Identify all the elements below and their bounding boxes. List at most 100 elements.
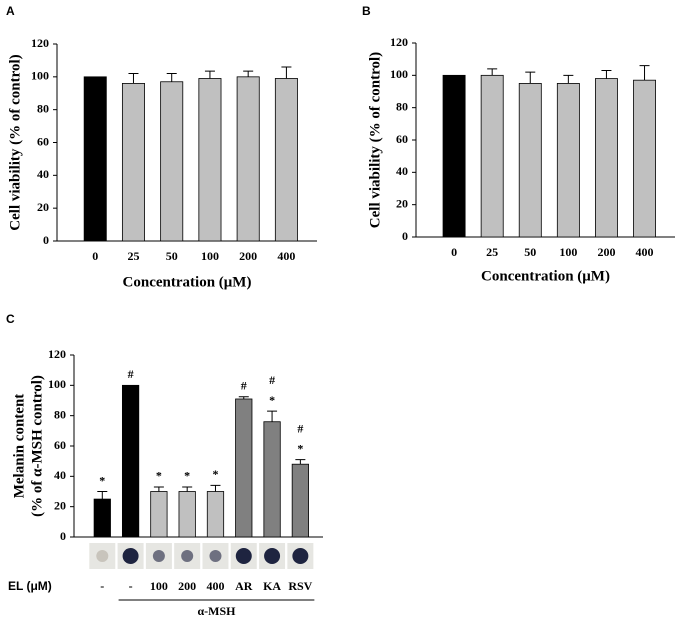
significance-marker: # bbox=[297, 421, 303, 435]
y-tick-label: 0 bbox=[43, 233, 49, 247]
error-bar bbox=[601, 69, 612, 79]
y-tick-label: 60 bbox=[54, 438, 66, 452]
y-tick-label: 100 bbox=[390, 67, 408, 81]
x-tick-label: 100 bbox=[150, 579, 168, 593]
well-spot bbox=[235, 548, 252, 564]
error-bar bbox=[128, 73, 139, 84]
panel-label: A bbox=[6, 4, 15, 18]
bar bbox=[480, 74, 504, 238]
significance-marker: * bbox=[156, 469, 162, 483]
x-axis-title: Concentration (μM) bbox=[123, 274, 252, 290]
error-bar bbox=[210, 484, 221, 492]
well-spot bbox=[209, 550, 222, 562]
significance-marker: # bbox=[241, 378, 247, 392]
bar bbox=[198, 78, 222, 242]
x-tick-label: 0 bbox=[451, 245, 457, 259]
panel-label: B bbox=[362, 4, 371, 18]
well-spot bbox=[181, 550, 194, 562]
error-bar bbox=[563, 74, 574, 84]
panel-label: C bbox=[6, 312, 15, 326]
significance-marker: # bbox=[269, 373, 275, 387]
significance-marker: * bbox=[99, 473, 105, 487]
well-spot bbox=[264, 548, 281, 564]
error-bar bbox=[97, 491, 108, 500]
y-tick-label: 120 bbox=[31, 36, 49, 50]
y-axis-title: Melanin content bbox=[11, 394, 27, 499]
well-spot bbox=[152, 550, 165, 562]
well-spot bbox=[292, 548, 309, 564]
error-bar bbox=[487, 68, 498, 76]
y-axis-title: Cell viability (% of control) bbox=[7, 54, 23, 230]
y-tick-label: 60 bbox=[37, 134, 49, 148]
y-tick-label: 0 bbox=[402, 229, 408, 243]
y-tick-label: 40 bbox=[396, 164, 408, 178]
well-spot bbox=[96, 550, 109, 562]
y-tick-label: 0 bbox=[60, 529, 66, 543]
x-tick-label: 50 bbox=[524, 245, 536, 259]
y-axis-title: (% of α-MSH control) bbox=[29, 375, 45, 517]
x-tick-label: 200 bbox=[178, 579, 196, 593]
bar bbox=[556, 83, 580, 238]
significance-marker: # bbox=[128, 367, 134, 381]
y-tick-label: 80 bbox=[37, 101, 49, 115]
x-tick-label: 100 bbox=[201, 249, 219, 263]
x-tick-label: 400 bbox=[206, 579, 224, 593]
x-tick-label: 100 bbox=[559, 245, 577, 259]
y-tick-label: 120 bbox=[390, 35, 408, 49]
error-bar bbox=[166, 73, 177, 82]
row-label: EL (μM) bbox=[8, 579, 52, 593]
error-bar bbox=[243, 70, 254, 77]
x-tick-label: - bbox=[129, 579, 133, 593]
y-tick-label: 80 bbox=[54, 407, 66, 421]
bar bbox=[160, 81, 184, 242]
bar bbox=[121, 384, 140, 538]
x-tick-label: AR bbox=[235, 579, 253, 593]
error-bar bbox=[238, 396, 249, 399]
bar bbox=[206, 491, 225, 538]
y-tick-label: 60 bbox=[396, 132, 408, 146]
x-tick-label: 200 bbox=[597, 245, 615, 259]
y-tick-label: 20 bbox=[54, 498, 66, 512]
y-tick-label: 20 bbox=[396, 196, 408, 210]
bar bbox=[442, 74, 466, 238]
group-label: α-MSH bbox=[197, 604, 236, 618]
y-tick-label: 40 bbox=[54, 468, 66, 482]
y-tick-label: 40 bbox=[37, 167, 49, 181]
bar bbox=[594, 78, 618, 238]
bar bbox=[178, 491, 196, 538]
x-tick-label: 400 bbox=[636, 245, 654, 259]
x-tick-label: RSV bbox=[288, 579, 312, 593]
error-bar bbox=[295, 459, 306, 465]
well-spot bbox=[122, 548, 139, 564]
bar bbox=[121, 83, 145, 242]
x-tick-label: 0 bbox=[92, 249, 98, 263]
y-tick-label: 100 bbox=[48, 377, 66, 391]
significance-marker: * bbox=[184, 469, 190, 483]
bar bbox=[263, 421, 281, 538]
y-tick-label: 20 bbox=[37, 200, 49, 214]
x-tick-label: 25 bbox=[486, 245, 498, 259]
x-tick-label: 400 bbox=[277, 249, 295, 263]
x-axis-title: Concentration (μM) bbox=[481, 268, 610, 284]
error-bar bbox=[525, 71, 536, 84]
bar bbox=[236, 76, 260, 242]
error-bar bbox=[639, 65, 650, 81]
bar bbox=[518, 83, 542, 238]
y-tick-label: 80 bbox=[396, 99, 408, 113]
x-tick-label: 25 bbox=[127, 249, 139, 263]
x-tick-label: KA bbox=[263, 579, 281, 593]
x-tick-label: - bbox=[100, 579, 104, 593]
x-tick-label: 200 bbox=[239, 249, 257, 263]
bar bbox=[93, 498, 111, 538]
bar bbox=[83, 76, 107, 242]
error-bar bbox=[267, 410, 278, 422]
bar bbox=[291, 463, 309, 538]
significance-marker: * bbox=[297, 441, 303, 455]
error-bar bbox=[281, 66, 292, 79]
y-tick-label: 120 bbox=[48, 347, 66, 361]
significance-marker: * bbox=[269, 393, 275, 407]
bar bbox=[274, 78, 298, 242]
y-axis-title: Cell viability (% of control) bbox=[367, 52, 383, 228]
error-bar bbox=[153, 486, 164, 492]
